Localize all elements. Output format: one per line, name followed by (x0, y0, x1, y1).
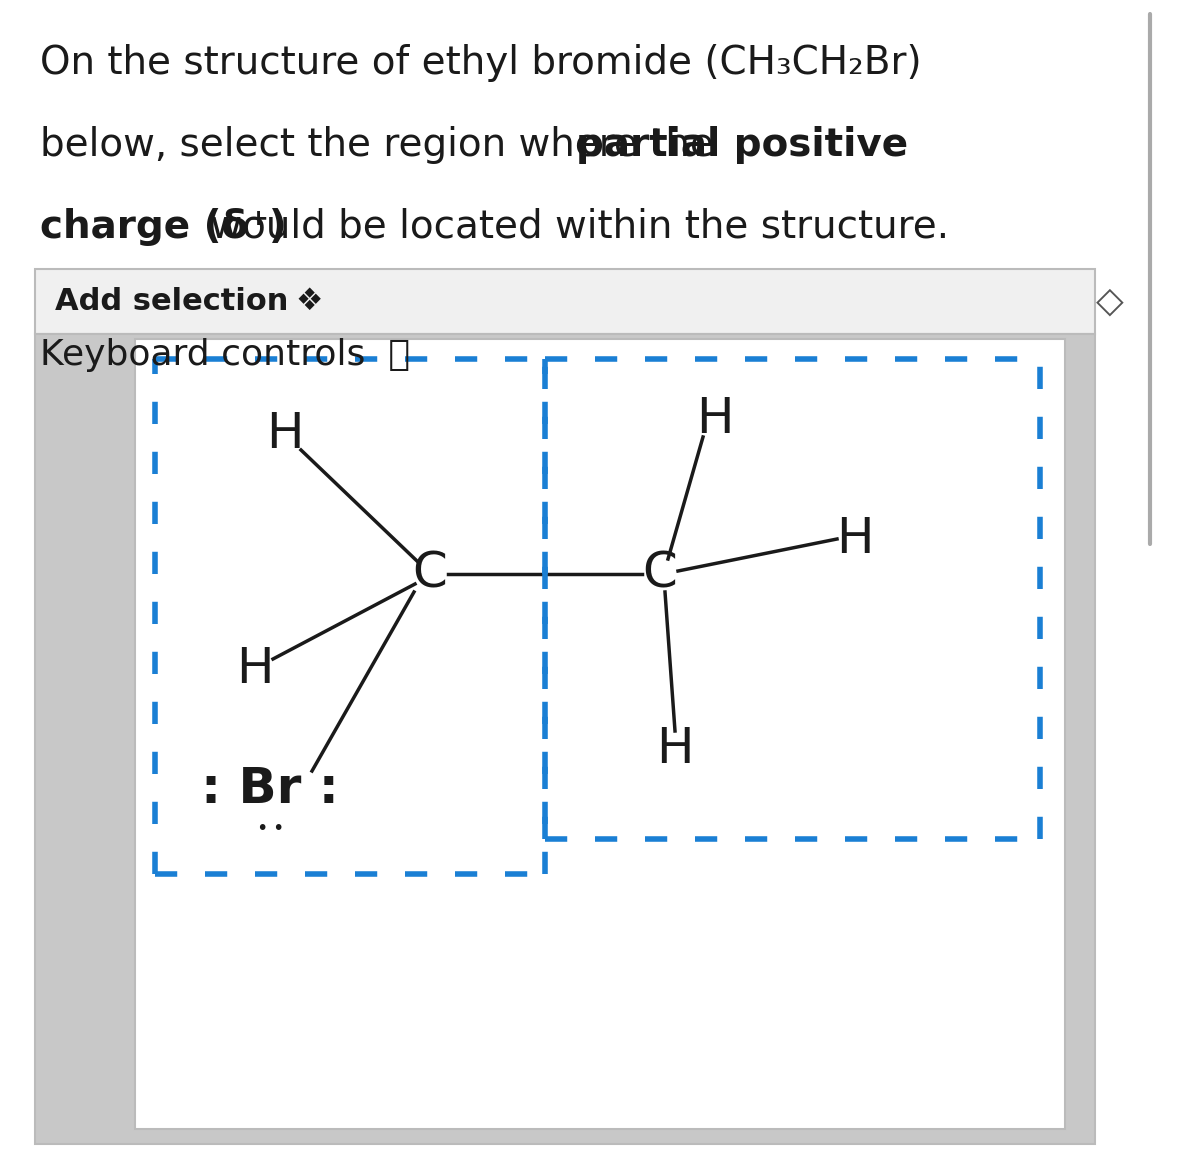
Text: would be located within the structure.: would be located within the structure. (198, 208, 949, 246)
Text: H: H (696, 395, 733, 443)
Text: C: C (413, 551, 448, 598)
Text: partial positive: partial positive (576, 126, 907, 164)
Text: H: H (656, 725, 694, 773)
Text: below, select the region where the: below, select the region where the (40, 126, 726, 164)
FancyBboxPatch shape (35, 334, 1096, 1144)
Text: •: • (257, 819, 268, 838)
Text: H: H (236, 645, 274, 693)
Text: •: • (272, 819, 283, 838)
Text: On the structure of ethyl bromide (CH₃CH₂Br): On the structure of ethyl bromide (CH₃CH… (40, 44, 922, 81)
Text: H: H (266, 410, 304, 457)
Text: Keyboard controls  ⓘ: Keyboard controls ⓘ (40, 338, 410, 372)
Text: Add selection: Add selection (55, 288, 288, 315)
Text: H: H (836, 514, 874, 563)
Text: : Br :: : Br : (202, 765, 338, 812)
Text: ◇: ◇ (1096, 284, 1124, 319)
Text: C: C (642, 551, 678, 598)
FancyBboxPatch shape (134, 339, 1066, 1129)
FancyBboxPatch shape (35, 269, 1096, 334)
Text: charge (δ⁺): charge (δ⁺) (40, 208, 287, 246)
Text: ❖: ❖ (295, 288, 323, 315)
